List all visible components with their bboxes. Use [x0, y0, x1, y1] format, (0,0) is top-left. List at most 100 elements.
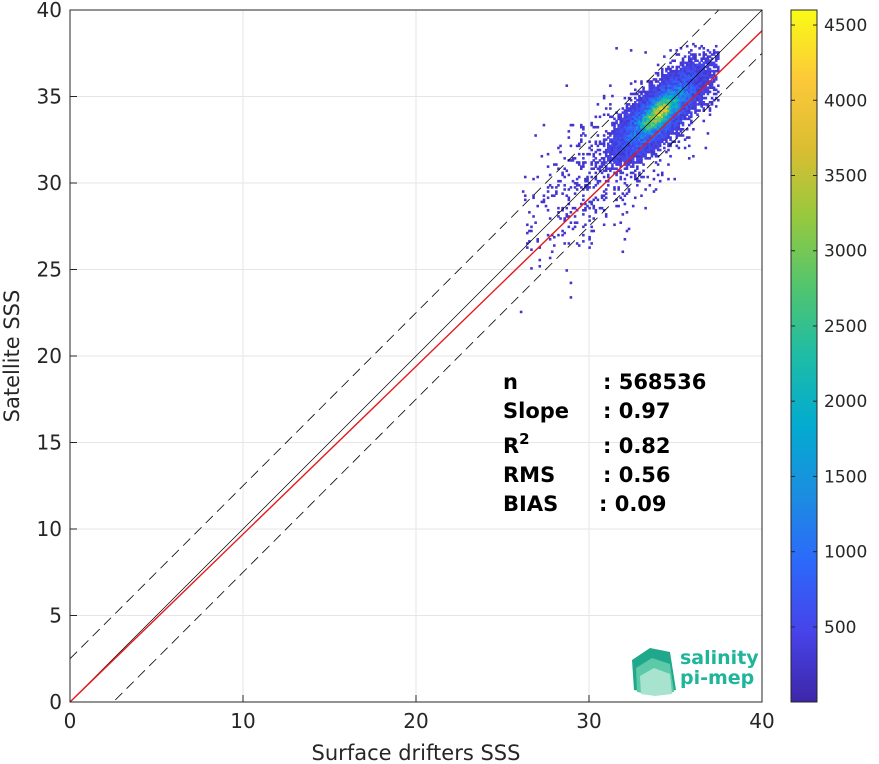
density-cell — [673, 74, 676, 77]
line-2-std — [112, 52, 762, 702]
density-cell — [656, 119, 660, 123]
density-cell — [673, 111, 676, 114]
density-cell — [621, 157, 625, 160]
density-cell — [696, 67, 699, 71]
density-cell — [631, 111, 635, 114]
density-cell — [665, 125, 668, 129]
density-cell — [652, 113, 656, 117]
density-cell — [667, 88, 670, 92]
density-cell — [528, 211, 531, 214]
density-cell — [625, 138, 629, 141]
density-cell — [656, 94, 660, 98]
density-cell — [526, 231, 529, 235]
density-cell — [640, 130, 643, 133]
density-cell — [658, 113, 662, 117]
density-cell — [611, 159, 614, 162]
density-cell — [600, 165, 604, 168]
density-cell — [640, 125, 643, 129]
density-cell — [677, 86, 681, 90]
density-cell — [613, 186, 616, 189]
density-cell — [650, 111, 654, 114]
density-cell — [638, 138, 641, 141]
density-cell — [660, 82, 664, 85]
density-cell — [636, 103, 639, 106]
density-cell — [690, 84, 693, 87]
density-cell — [683, 69, 687, 73]
density-cell — [633, 115, 637, 119]
density-cell — [671, 90, 674, 94]
density-cell — [690, 63, 693, 67]
density-cell — [621, 111, 625, 114]
x-axis-title: Surface drifters SSS — [312, 741, 521, 764]
density-cell — [646, 107, 650, 110]
density-cell — [687, 65, 691, 69]
density-cell — [665, 136, 668, 139]
density-cell — [669, 69, 672, 73]
density-cell — [636, 165, 639, 168]
density-cell — [621, 125, 625, 129]
density-cell — [685, 44, 689, 48]
density-cell — [644, 115, 647, 119]
density-cell — [681, 71, 685, 75]
density-cell — [546, 186, 550, 189]
density-cell — [625, 146, 629, 150]
y-tick-label: 0 — [49, 690, 62, 714]
density-cell — [617, 123, 620, 127]
density-cell — [710, 53, 714, 56]
density-cell — [681, 123, 685, 127]
density-cell — [683, 88, 687, 92]
density-cell — [675, 123, 679, 127]
density-cell — [677, 125, 681, 129]
density-cell — [590, 229, 593, 233]
density-cell — [582, 208, 585, 212]
density-cell — [692, 154, 695, 158]
density-cell — [660, 134, 664, 137]
density-cell — [592, 159, 596, 162]
density-cell — [652, 111, 656, 114]
density-cell — [642, 142, 645, 146]
density-cell — [571, 123, 575, 127]
density-cell — [627, 142, 631, 146]
density-cell — [604, 138, 608, 141]
density-cell — [636, 111, 639, 114]
density-cell — [654, 94, 658, 98]
density-cell — [692, 92, 695, 96]
density-cell — [609, 150, 612, 154]
density-cell — [625, 165, 629, 168]
density-cell — [650, 94, 654, 98]
density-cell — [646, 117, 650, 121]
density-cell — [569, 221, 573, 224]
density-cell — [685, 105, 689, 108]
density-cell — [555, 186, 558, 189]
density-cell — [681, 69, 685, 73]
density-cell — [613, 223, 616, 227]
density-cell — [594, 196, 598, 200]
density-cell — [573, 215, 577, 218]
density-cell — [646, 105, 650, 108]
density-cell — [530, 229, 533, 233]
density-cell — [656, 136, 660, 139]
density-cell — [640, 100, 643, 104]
density-cell — [698, 94, 701, 98]
density-cell — [609, 157, 612, 160]
density-cell — [642, 125, 645, 129]
density-cell — [629, 109, 633, 112]
density-cell — [652, 125, 656, 129]
density-cell — [631, 125, 635, 129]
density-cell — [613, 161, 616, 164]
density-cell — [563, 157, 566, 160]
density-cell — [706, 69, 710, 73]
density-cell — [631, 134, 635, 137]
density-cell — [658, 136, 662, 139]
density-cell — [677, 96, 681, 100]
density-cell — [611, 167, 614, 171]
density-cell — [683, 117, 687, 121]
density-cell — [654, 142, 658, 146]
density-cell — [640, 159, 643, 162]
density-cell — [586, 204, 589, 208]
density-cell — [671, 125, 674, 129]
density-cell — [580, 165, 583, 168]
density-cell — [538, 265, 542, 268]
density-cell — [638, 105, 641, 108]
